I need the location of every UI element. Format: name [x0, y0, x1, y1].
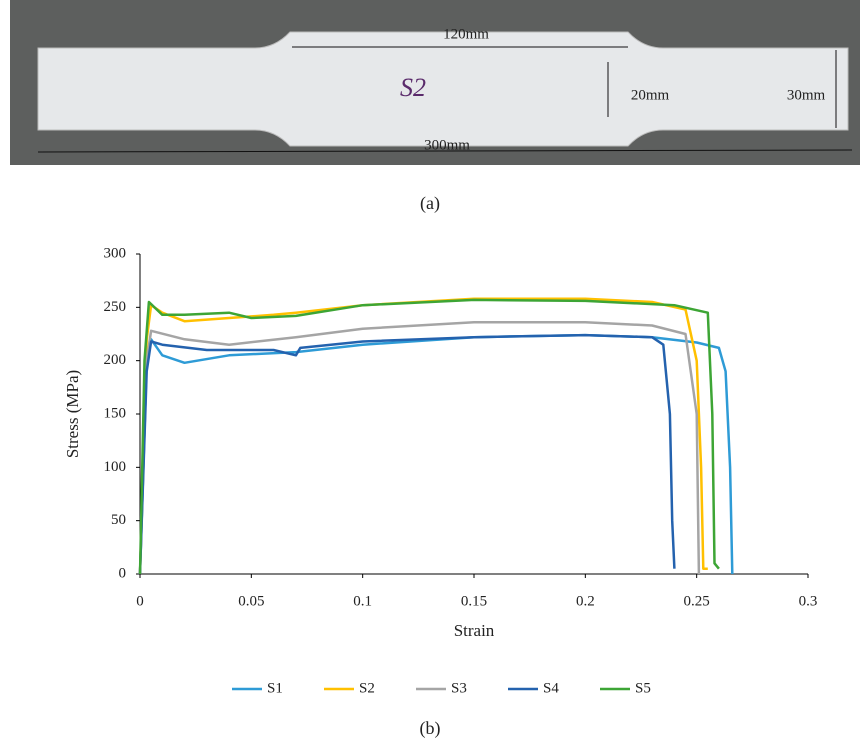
legend-label: S2: [359, 680, 375, 696]
dimension-label: 20mm: [631, 87, 670, 103]
x-tick-label: 0.15: [461, 593, 487, 609]
dimension-label: 30mm: [787, 87, 826, 103]
y-tick-label: 300: [104, 245, 127, 261]
x-tick-label: 0.05: [238, 593, 264, 609]
legend-label: S5: [635, 680, 651, 696]
caption: (a): [420, 193, 440, 214]
x-tick-label: 0.1: [353, 593, 372, 609]
y-axis-title: Stress (MPa): [63, 370, 82, 458]
dimension-lines: [37, 46, 853, 153]
series-line: [138, 298, 720, 575]
series-line: [138, 333, 734, 575]
y-tick-label: 100: [104, 459, 127, 475]
specimen-id: S2: [400, 73, 426, 102]
y-tick-label: 50: [111, 512, 126, 528]
dimension-label: 120mm: [443, 26, 489, 42]
legend-label: S1: [267, 680, 283, 696]
series-line: [138, 333, 676, 575]
x-axis-title: Strain: [454, 621, 495, 640]
specimen: [37, 31, 849, 147]
dimension-label: 300mm: [424, 137, 470, 153]
legend-label: S3: [451, 680, 467, 696]
caption: (b): [420, 718, 441, 739]
x-tick-label: 0.3: [799, 593, 818, 609]
legend-label: S4: [543, 680, 559, 696]
x-tick-label: 0.2: [576, 593, 595, 609]
y-tick-label: 0: [119, 565, 127, 581]
x-tick-label: 0.25: [684, 593, 710, 609]
x-tick-label: 0: [136, 593, 144, 609]
series-line: [138, 321, 701, 575]
y-tick-label: 250: [104, 299, 127, 315]
y-tick-label: 150: [104, 405, 127, 421]
y-tick-label: 200: [104, 352, 127, 368]
